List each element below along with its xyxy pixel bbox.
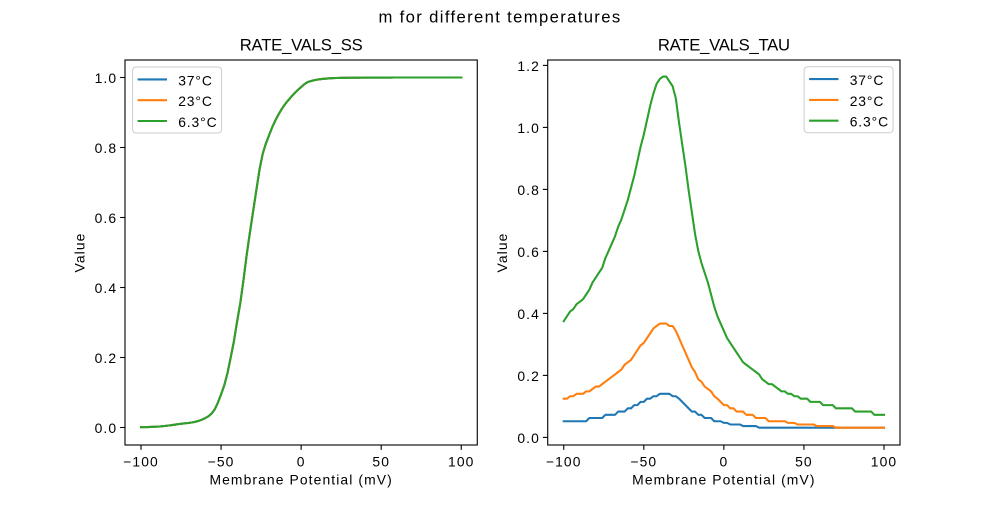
svg-text:6.3°C: 6.3°C xyxy=(178,114,217,130)
svg-text:6.3°C: 6.3°C xyxy=(850,114,889,130)
svg-text:Value: Value xyxy=(494,233,510,273)
svg-text:37°C: 37°C xyxy=(850,72,885,88)
svg-text:0: 0 xyxy=(297,454,306,470)
svg-text:1.0: 1.0 xyxy=(95,70,118,86)
svg-text:50: 50 xyxy=(795,454,813,470)
svg-text:m for different temperatures: m for different temperatures xyxy=(378,7,621,26)
svg-text:Membrane Potential (mV): Membrane Potential (mV) xyxy=(632,472,815,488)
svg-text:100: 100 xyxy=(871,454,897,470)
svg-text:RATE_VALS_SS: RATE_VALS_SS xyxy=(240,35,363,54)
svg-text:50: 50 xyxy=(372,454,390,470)
svg-text:0.8: 0.8 xyxy=(95,140,118,156)
svg-text:−100: −100 xyxy=(123,454,159,470)
svg-text:23°C: 23°C xyxy=(178,93,213,109)
svg-text:−50: −50 xyxy=(208,454,235,470)
svg-text:0.2: 0.2 xyxy=(95,350,118,366)
svg-text:1.2: 1.2 xyxy=(517,58,540,74)
svg-text:0.8: 0.8 xyxy=(517,182,540,198)
svg-text:Membrane Potential (mV): Membrane Potential (mV) xyxy=(209,472,392,488)
svg-text:0.2: 0.2 xyxy=(517,368,540,384)
svg-text:0.6: 0.6 xyxy=(517,244,540,260)
svg-text:0.4: 0.4 xyxy=(517,306,540,322)
svg-text:0.0: 0.0 xyxy=(517,430,540,446)
svg-text:100: 100 xyxy=(448,454,474,470)
svg-text:1.0: 1.0 xyxy=(517,120,540,136)
svg-text:37°C: 37°C xyxy=(178,72,213,88)
svg-text:−50: −50 xyxy=(630,454,657,470)
svg-text:0: 0 xyxy=(719,454,728,470)
svg-text:Value: Value xyxy=(71,233,87,273)
svg-text:0.6: 0.6 xyxy=(95,210,118,226)
svg-text:RATE_VALS_TAU: RATE_VALS_TAU xyxy=(658,35,790,54)
svg-text:0.4: 0.4 xyxy=(95,280,118,296)
svg-text:−100: −100 xyxy=(546,454,582,470)
svg-text:0.0: 0.0 xyxy=(95,420,118,436)
svg-text:23°C: 23°C xyxy=(850,93,885,109)
